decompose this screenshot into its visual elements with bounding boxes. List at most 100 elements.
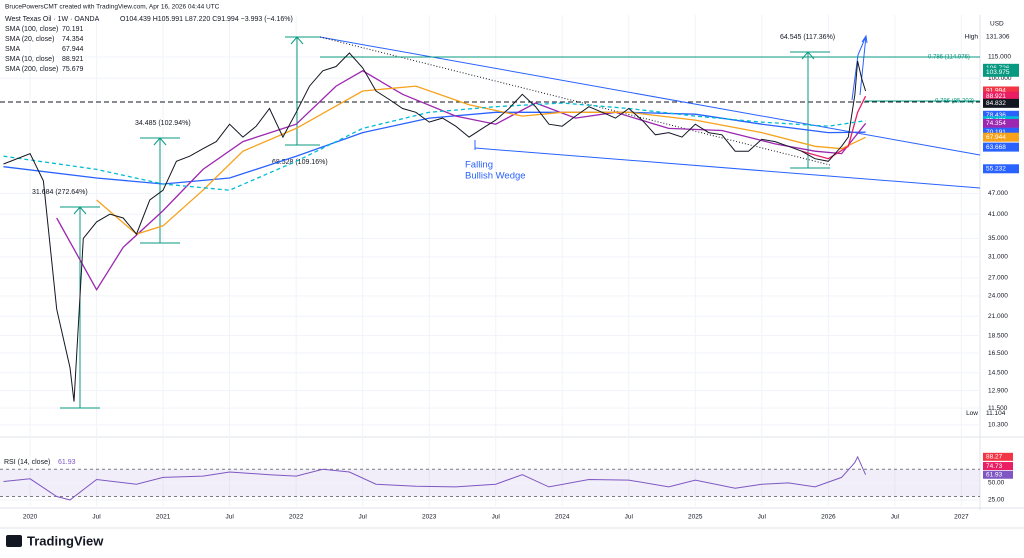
rsi-badge xyxy=(983,462,1013,471)
x-tick-label: Jul xyxy=(492,514,501,521)
price-badge-label: 84.832 xyxy=(986,100,1006,107)
sma-line xyxy=(801,95,867,160)
x-tick-label: 2021 xyxy=(156,514,171,521)
x-tick-label: 2020 xyxy=(23,514,38,521)
price-badge-label: 103.975 xyxy=(986,69,1010,76)
measure-arrow xyxy=(790,51,830,169)
y-tick-label: 14.500 xyxy=(988,369,1008,376)
price-badge xyxy=(983,132,1019,142)
y-tick-label: 12.900 xyxy=(988,387,1008,394)
y-tick-label: 24.000 xyxy=(988,293,1008,300)
y-tick-label: 16.500 xyxy=(988,350,1008,357)
rsi-last: 61.93 xyxy=(58,459,76,466)
sma-line xyxy=(3,111,866,185)
symbol-title: West Texas Oil · 1W · OANDA xyxy=(5,16,100,23)
price-badge-label: 88.921 xyxy=(986,93,1006,100)
annotation: Falling xyxy=(465,160,493,171)
legend-value: 70.191 xyxy=(62,26,84,33)
sma-line xyxy=(96,85,866,235)
x-tick-label: 2023 xyxy=(422,514,437,521)
extreme-value: 131.306 xyxy=(986,33,1010,40)
y-tick-label: 18.500 xyxy=(988,332,1008,339)
y-tick-label: 100.000 xyxy=(988,75,1012,82)
measure-arrow xyxy=(285,36,320,146)
ohlc: O104.439 H105.991 L87.220 C91.994 −3.993… xyxy=(120,16,293,23)
y-tick-label: 35.000 xyxy=(988,235,1008,242)
extreme-label: High xyxy=(965,33,979,40)
rsi-line xyxy=(3,455,867,501)
extreme-label: Low xyxy=(966,410,978,417)
x-tick-label: 2027 xyxy=(954,514,969,521)
y-tick-label: 41.000 xyxy=(988,211,1008,218)
x-tick-label: 2026 xyxy=(821,514,836,521)
x-tick-label: 2025 xyxy=(688,514,703,521)
annotation: 34.485 (102.94%) xyxy=(135,120,191,127)
sma-line xyxy=(56,70,867,291)
rsi-badge-label: 74.73 xyxy=(986,463,1003,470)
legend-value: 67.944 xyxy=(62,46,84,53)
price-badge xyxy=(983,98,1019,108)
brand: TradingView xyxy=(27,533,104,548)
rsi-title: RSI (14, close) xyxy=(4,459,50,466)
price-badge xyxy=(983,86,1019,96)
price-badge xyxy=(983,91,1019,101)
credit: BrucePowersCMT created with TradingView.… xyxy=(5,4,220,11)
price-badge xyxy=(983,110,1019,120)
price-badge-label: 74.354 xyxy=(986,120,1006,127)
rsi-badge-label: 61.93 xyxy=(986,471,1003,478)
drawings xyxy=(0,34,981,409)
price-badge xyxy=(983,67,1019,77)
measure-arrow xyxy=(140,137,180,244)
y-tick-label: 47.000 xyxy=(988,190,1008,197)
y-tick-label: 31.000 xyxy=(988,254,1008,261)
measure-arrow xyxy=(60,206,100,409)
x-tick-label: Jul xyxy=(758,514,767,521)
rsi-badge-label: 88.27 xyxy=(986,454,1003,461)
price-badge xyxy=(983,142,1019,152)
price-badge-label: 67.944 xyxy=(986,134,1006,141)
legend-value: 75.679 xyxy=(62,66,84,73)
rsi-tick-label: 25.00 xyxy=(988,497,1005,504)
extreme-value: 11.104 xyxy=(986,410,1006,417)
legend-entry: SMA (100, close) xyxy=(5,26,58,33)
price-badge-label: 55.232 xyxy=(986,166,1006,173)
x-tick-label: Jul xyxy=(92,514,101,521)
annotation: 0.786 (85.202) xyxy=(935,99,974,105)
wedge-lower xyxy=(474,147,981,189)
annotation: 31.684 (272.64%) xyxy=(32,189,88,196)
price-badge-label: 78.436 xyxy=(986,112,1006,119)
annotation: 64.545 (117.36%) xyxy=(780,34,835,41)
price-badge xyxy=(983,127,1019,137)
price-badge-label: 91.994 xyxy=(986,88,1006,95)
rsi-badge xyxy=(983,470,1013,479)
x-tick-label: Jul xyxy=(625,514,634,521)
y-tick-label: 27.000 xyxy=(988,275,1008,282)
x-tick-label: 2024 xyxy=(555,514,570,521)
legend-entry: SMA (20, close) xyxy=(5,36,54,43)
price-badge xyxy=(983,164,1019,174)
labels: BrucePowersCMT created with TradingView.… xyxy=(4,4,1004,549)
projection-arrow xyxy=(851,34,868,101)
dotted-trend xyxy=(319,36,831,166)
legend-entry: SMA xyxy=(5,46,21,53)
annotation: 0.786 (114.976) xyxy=(928,55,970,61)
legend-value: 88.921 xyxy=(62,56,84,63)
rsi-badge xyxy=(983,452,1013,461)
legend-entry: SMA (200, close) xyxy=(5,66,58,73)
price-badge xyxy=(983,118,1019,128)
x-tick-label: Jul xyxy=(359,514,368,521)
y-tick-label: 21.000 xyxy=(988,313,1008,320)
legend-entry: SMA (10, close) xyxy=(5,56,54,63)
price-line xyxy=(3,52,867,402)
legend-value: 74.354 xyxy=(62,36,84,43)
logo-icon xyxy=(6,535,22,547)
x-tick-label: 2022 xyxy=(289,514,304,521)
y-tick-label: 115.000 xyxy=(988,54,1011,61)
axes xyxy=(0,15,1024,529)
y-tick-label: 11.500 xyxy=(988,405,1008,412)
annotation: Bullish Wedge xyxy=(465,171,526,182)
currency: USD xyxy=(990,21,1004,28)
x-tick-label: Jul xyxy=(891,514,900,521)
rsi-tick-label: 50.00 xyxy=(988,480,1005,487)
